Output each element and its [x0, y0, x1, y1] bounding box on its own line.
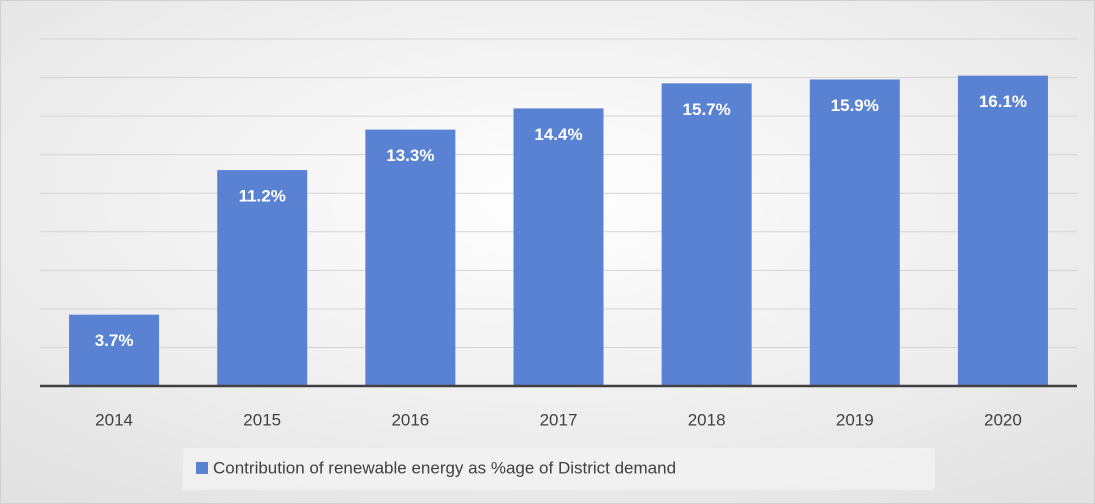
data-label: 16.1%: [979, 92, 1027, 111]
legend-box: [183, 448, 935, 490]
x-tick-label: 2014: [95, 410, 133, 429]
x-tick-label: 2020: [984, 410, 1022, 429]
bar: [809, 79, 900, 386]
bar: [957, 75, 1048, 386]
x-tick-label: 2017: [540, 410, 578, 429]
x-tick-label: 2016: [391, 410, 429, 429]
data-label: 11.2%: [239, 187, 286, 206]
bar: [217, 170, 308, 386]
legend-label: Contribution of renewable energy as %age…: [213, 458, 676, 477]
x-tick-label: 2015: [243, 410, 281, 429]
data-label: 3.7%: [95, 331, 134, 350]
bar: [661, 83, 752, 386]
bar: [69, 314, 160, 386]
data-label: 15.7%: [683, 100, 731, 119]
data-label: 14.4%: [534, 125, 582, 144]
data-label: 13.3%: [386, 146, 434, 165]
legend-swatch: [196, 462, 208, 474]
bar: [365, 129, 456, 386]
bar: [513, 108, 604, 387]
x-tick-label: 2018: [688, 410, 726, 429]
x-tick-label: 2019: [836, 410, 874, 429]
data-label: 15.9%: [831, 96, 879, 115]
